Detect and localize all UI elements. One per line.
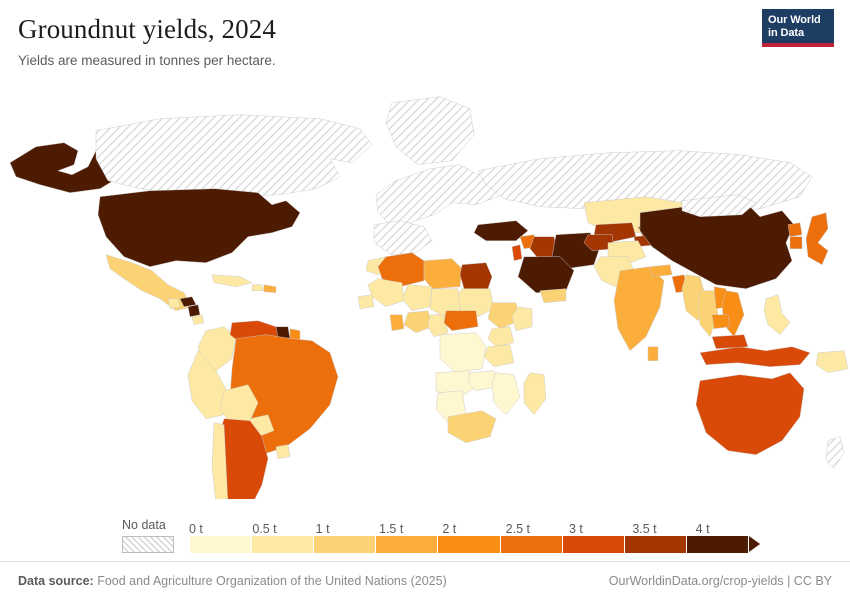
map-country-madagascar[interactable]	[523, 372, 547, 415]
chart-footer: Data source: Food and Agriculture Organi…	[0, 561, 850, 600]
map-country-nepal[interactable]	[649, 264, 673, 277]
map-country-colombia[interactable]	[197, 326, 237, 371]
map-country-mozambique[interactable]	[491, 372, 521, 415]
map-country-japan[interactable]	[805, 212, 829, 265]
map-country-south-africa[interactable]	[447, 410, 497, 443]
map-country-greenland[interactable]	[385, 96, 475, 165]
data-source-text: Food and Agriculture Organization of the…	[97, 574, 447, 588]
legend-gradient-bar	[190, 536, 760, 553]
map-country-ghana[interactable]	[389, 314, 405, 331]
map-country-vietnam[interactable]	[721, 290, 745, 337]
map-country-somalia[interactable]	[511, 306, 533, 331]
owid-logo[interactable]: Our World in Data	[762, 9, 834, 48]
legend-bin-4[interactable]	[438, 536, 501, 553]
legend-tick-1: 0.5 t	[252, 522, 277, 536]
map-svg	[9, 96, 849, 499]
map-country-costa-rica[interactable]	[191, 314, 205, 325]
map-country-europe[interactable]	[373, 220, 433, 255]
legend-bin-3[interactable]	[376, 536, 439, 553]
map-country-mexico[interactable]	[105, 253, 193, 311]
map-country-canada[interactable]	[95, 114, 373, 197]
legend-bin-5[interactable]	[500, 536, 563, 553]
map-country-haiti[interactable]	[251, 284, 265, 291]
map-country-sri-lanka[interactable]	[647, 346, 659, 361]
map-country-senegal[interactable]	[357, 294, 375, 309]
map-country-zambia[interactable]	[467, 370, 499, 391]
map-country-north-korea[interactable]	[787, 222, 803, 237]
map-country-yemen[interactable]	[539, 288, 567, 303]
map-country-angola[interactable]	[435, 370, 475, 399]
legend-no-data[interactable]: No data	[122, 518, 174, 553]
legend-tick-3: 1.5 t	[379, 522, 404, 536]
map-country-cambodia[interactable]	[711, 314, 731, 329]
legend-tick-7: 3.5 t	[632, 522, 657, 536]
map-country-turkey[interactable]	[473, 220, 529, 241]
legend-arrow-cap	[748, 536, 760, 552]
map-country-south-korea[interactable]	[789, 236, 803, 249]
chart-header: Groundnut yields, 2024 Yields are measur…	[0, 0, 850, 70]
legend-tick-4: 2 t	[442, 522, 457, 536]
map-country-india[interactable]	[613, 266, 665, 351]
map-country-uruguay[interactable]	[275, 444, 291, 459]
map-country-algeria[interactable]	[377, 252, 425, 287]
legend-tick-5: 2.5 t	[505, 522, 530, 536]
map-country-australia[interactable]	[695, 372, 805, 455]
map-country-central-african-republic[interactable]	[443, 310, 479, 331]
map-country-papua-new-guinea[interactable]	[815, 350, 849, 373]
map-country-peru[interactable]	[187, 349, 229, 419]
owid-logo-line1: Our World	[768, 14, 821, 26]
map-country-philippines[interactable]	[763, 294, 791, 335]
legend-bin-0[interactable]	[190, 536, 253, 553]
map-country-niger[interactable]	[401, 284, 433, 311]
map-country-turkmenistan[interactable]	[583, 234, 615, 251]
map-country-china[interactable]	[639, 202, 795, 289]
map-country-nigeria[interactable]	[403, 310, 433, 333]
map-country-europe[interactable]	[375, 164, 507, 225]
map-country-israel[interactable]	[511, 244, 523, 261]
map-country-mali[interactable]	[367, 278, 405, 307]
map-country-dr-congo[interactable]	[439, 332, 487, 373]
map-country-indonesia[interactable]	[699, 346, 811, 367]
map-country-chile[interactable]	[211, 422, 230, 499]
legend-bin-1[interactable]	[252, 536, 315, 553]
legend-bin-2[interactable]	[314, 536, 377, 553]
map-country-egypt[interactable]	[459, 262, 493, 289]
map-country-thailand[interactable]	[697, 290, 719, 337]
legend-bin-6[interactable]	[562, 536, 625, 553]
map-country-libya[interactable]	[423, 258, 463, 289]
chart-subtitle: Yields are measured in tonnes per hectar…	[18, 53, 276, 69]
owid-logo-line2: in Data	[768, 26, 804, 39]
legend-tick-2: 1 t	[315, 522, 330, 536]
map-country-cuba[interactable]	[211, 274, 253, 287]
legend-tick-0: 0 t	[189, 522, 203, 536]
page-title: Groundnut yields, 2024	[18, 14, 276, 44]
legend-tick-labels: 0 t 0.5 t 1 t 1.5 t 2 t 2.5 t 3 t 3.5 t 4 t	[189, 519, 760, 536]
attribution-link[interactable]: OurWorldinData.org/crop-yields | CC BY	[608, 574, 832, 588]
map-country-new-zealand[interactable]	[825, 436, 845, 469]
map-country-dominican-republic[interactable]	[263, 284, 277, 293]
legend-no-data-swatch	[122, 536, 174, 553]
map-country-kenya[interactable]	[487, 326, 515, 347]
map-country-mongolia[interactable]	[681, 194, 757, 217]
map-country-guatemala[interactable]	[167, 298, 181, 309]
legend-tick-8: 4 t	[695, 522, 710, 536]
data-source-label: Data source:	[18, 574, 94, 588]
map-country-saudi-arabia[interactable]	[517, 256, 575, 293]
legend-tick-6: 3 t	[569, 522, 583, 536]
legend-color-scale[interactable]: 0 t 0.5 t 1 t 1.5 t 2 t 2.5 t 3 t 3.5 t 4 t	[189, 519, 760, 553]
map-country-united-states[interactable]	[97, 188, 301, 267]
map-country-tanzania[interactable]	[483, 344, 515, 367]
legend-bin-8[interactable]	[686, 536, 749, 553]
legend-bin-7[interactable]	[624, 536, 687, 553]
map-country-nicaragua[interactable]	[187, 304, 201, 317]
map-country-honduras[interactable]	[179, 296, 197, 307]
map-country-malaysia[interactable]	[711, 334, 749, 349]
world-choropleth-map[interactable]	[0, 70, 850, 499]
map-country-ethiopia[interactable]	[487, 302, 521, 329]
map-legend: No data 0 t 0.5 t 1 t 1.5 t 2 t 2.5 t 3 t 3.5 t…	[0, 499, 850, 561]
data-source: Data source: Food and Agriculture Organi…	[18, 574, 447, 588]
legend-no-data-label: No data	[122, 518, 166, 532]
